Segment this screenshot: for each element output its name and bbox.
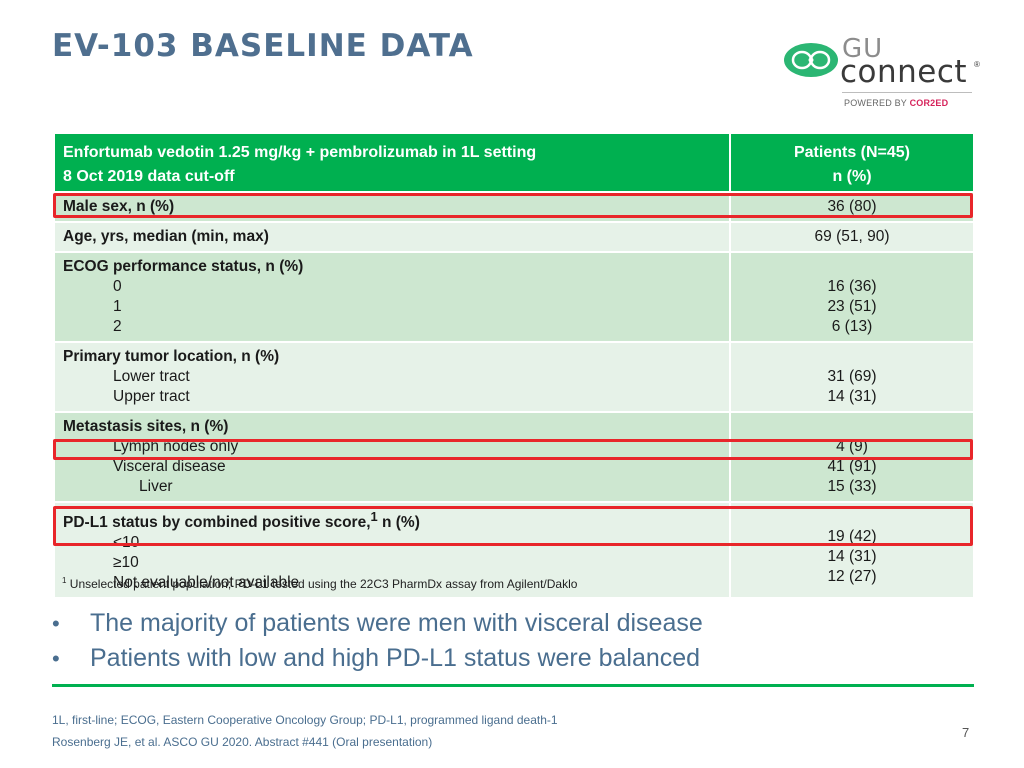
table-row-male-sex: Male sex, n (%) 36 (80) xyxy=(55,193,973,223)
header-col2-line1: Patients (N=45) xyxy=(793,144,911,161)
sub-label: Not evaluable/not available xyxy=(113,574,300,592)
sub-value: 14 (31) xyxy=(827,548,877,565)
sub-value: 12 (27) xyxy=(827,568,877,585)
row-value: 69 (51, 90) xyxy=(814,228,890,245)
logo-connect-text: connect xyxy=(840,54,968,90)
sub-label: Visceral disease xyxy=(113,458,226,475)
logo-powered-by: POWERED BY COR2ED xyxy=(844,98,948,108)
row-label: PD-L1 status by combined positive score,… xyxy=(63,507,721,533)
sub-label: <10 xyxy=(113,534,140,552)
row-label: Primary tumor location, n (%) xyxy=(63,348,280,365)
table-row-metastasis: Metastasis sites, n (%) Lymph nodes only… xyxy=(55,413,973,503)
bullet-item: • The majority of patients were men with… xyxy=(52,606,703,641)
citation: Rosenberg JE, et al. ASCO GU 2020. Abstr… xyxy=(52,735,433,749)
key-points: • The majority of patients were men with… xyxy=(52,606,703,676)
header-col2-line2: n (%) xyxy=(832,168,872,185)
sub-label: Lymph nodes only xyxy=(113,438,239,455)
abbreviations: 1L, first-line; ECOG, Eastern Cooperativ… xyxy=(52,713,558,727)
logo-brand: COR2ED xyxy=(909,98,949,108)
table-row-tumor-location: Primary tumor location, n (%) Lower trac… xyxy=(55,343,973,413)
sub-value: 16 (36) xyxy=(827,278,877,295)
sub-label: ≥10 xyxy=(113,554,139,572)
slide-title: EV-103 BASELINE DATA xyxy=(52,28,474,64)
row-label: Metastasis sites, n (%) xyxy=(63,418,229,435)
footnote-text: Unselected patient population; PD-L1 tes… xyxy=(69,577,578,591)
sub-label: 0 xyxy=(113,278,122,295)
sub-value: 15 (33) xyxy=(827,478,877,495)
row-value: 36 (80) xyxy=(827,198,877,215)
sub-label: Lower tract xyxy=(113,368,190,385)
table-row-age: Age, yrs, median (min, max) 69 (51, 90) xyxy=(55,223,973,253)
sub-value: 14 (31) xyxy=(827,388,877,405)
gu-connect-logo: GU connect ® POWERED BY COR2ED xyxy=(780,34,990,114)
row-label: Male sex, n (%) xyxy=(63,198,175,215)
table-footnote: 1 Unselected patient population; PD-L1 t… xyxy=(62,576,577,591)
sub-value: 23 (51) xyxy=(827,298,877,315)
references: 1L, first-line; ECOG, Eastern Cooperativ… xyxy=(52,709,558,753)
sub-label: 1 xyxy=(113,298,122,315)
bullet-dot-icon: • xyxy=(52,645,60,671)
gu-connect-logo-icon xyxy=(784,43,838,77)
sub-label: Upper tract xyxy=(113,388,190,405)
sub-value: 41 (91) xyxy=(827,458,877,475)
header-cell-patients: Patients (N=45) n (%) xyxy=(731,134,973,191)
table-header-row: Enfortumab vedotin 1.25 mg/kg + pembroli… xyxy=(55,134,973,193)
row-label: Age, yrs, median (min, max) xyxy=(63,228,269,245)
pdl1-label-suffix: n (%) xyxy=(377,514,420,532)
row-label: ECOG performance status, n (%) xyxy=(63,258,304,275)
footnote-marker: 1 xyxy=(62,576,67,585)
page-number: 7 xyxy=(962,725,970,740)
header-line1: Enfortumab vedotin 1.25 mg/kg + pembroli… xyxy=(63,144,537,161)
logo-gu-text: GU xyxy=(842,34,884,64)
bullet-text: Patients with low and high PD-L1 status … xyxy=(90,644,701,672)
pdl1-footnote-ref: 1 xyxy=(370,509,378,524)
baseline-data-table: Enfortumab vedotin 1.25 mg/kg + pembroli… xyxy=(55,134,973,600)
pdl1-label: PD-L1 status by combined positive score, xyxy=(63,514,371,532)
sub-label: Liver xyxy=(139,478,173,495)
sub-label: 2 xyxy=(113,318,122,335)
divider-line xyxy=(52,684,974,687)
logo-divider xyxy=(842,92,972,93)
bullet-item: • Patients with low and high PD-L1 statu… xyxy=(52,641,703,676)
header-cell-treatment: Enfortumab vedotin 1.25 mg/kg + pembroli… xyxy=(55,134,731,191)
logo-powered-label: POWERED BY xyxy=(844,98,907,108)
sub-value: 4 (9) xyxy=(836,438,868,455)
bullet-text: The majority of patients were men with v… xyxy=(90,609,703,637)
header-line2: 8 Oct 2019 data cut-off xyxy=(63,168,235,185)
table-row-ecog: ECOG performance status, n (%) 0 1 2 16 … xyxy=(55,253,973,343)
bullet-dot-icon: • xyxy=(52,610,60,636)
sub-value: 6 (13) xyxy=(831,318,873,335)
table-row-pdl1: PD-L1 status by combined positive score,… xyxy=(55,503,973,600)
logo-registered-mark: ® xyxy=(974,60,980,69)
sub-value: 31 (69) xyxy=(827,368,877,385)
sub-value: 19 (42) xyxy=(827,528,877,545)
